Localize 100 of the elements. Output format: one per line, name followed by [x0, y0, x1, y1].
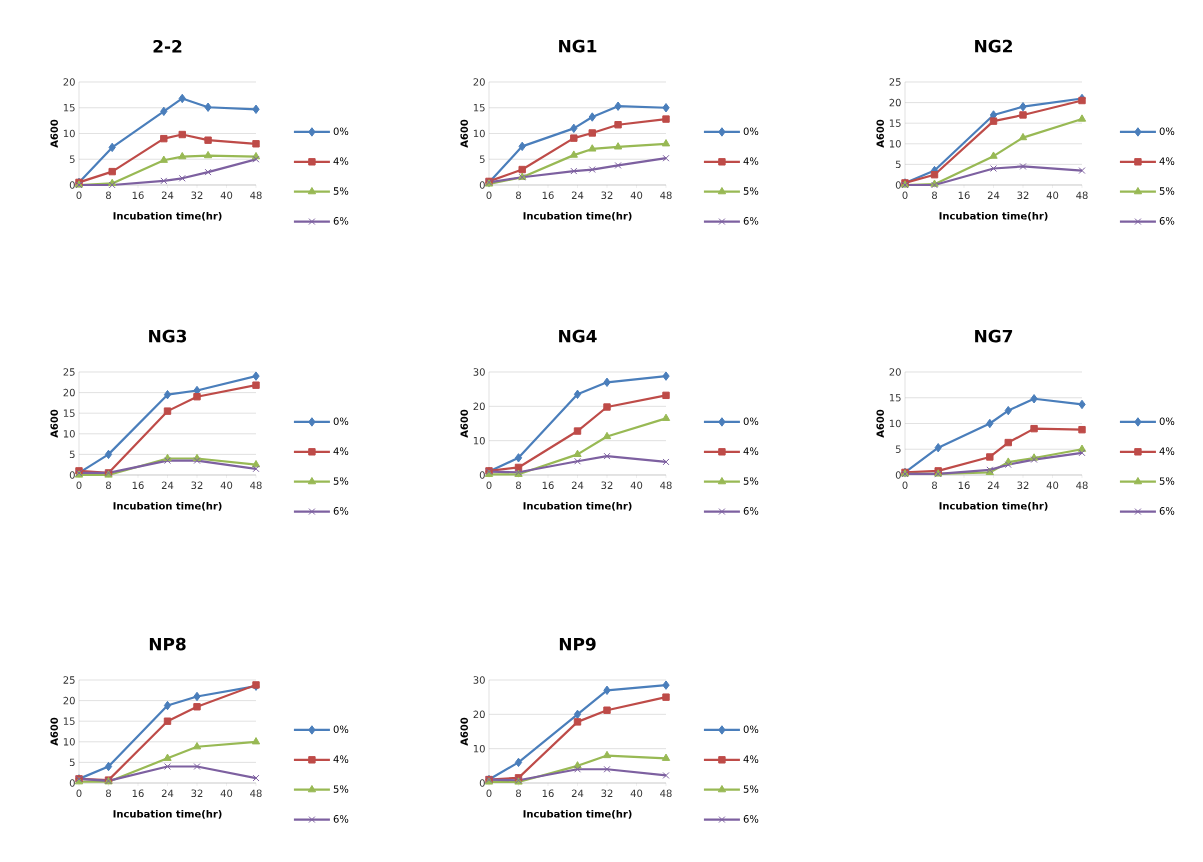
legend-label: 5% [333, 477, 349, 485]
y-tick-label: 10 [889, 419, 901, 428]
y-tick-label: 0 [479, 181, 485, 189]
legend-label: 4% [333, 157, 349, 165]
x-tick-label: 0 [486, 789, 492, 798]
y-tick-label: 5 [479, 155, 485, 163]
y-tick-label: 0 [479, 779, 485, 787]
y-tick-label: 15 [63, 409, 75, 417]
y-axis-title: A600 [50, 409, 58, 438]
y-tick-label: 10 [63, 738, 75, 746]
x-tick-label: 8 [516, 789, 521, 798]
x-tick-label: 48 [660, 481, 672, 490]
legend-label: 0% [743, 417, 759, 426]
x-tick-label: 40 [630, 481, 643, 490]
y-axis-title: A600 [460, 409, 468, 438]
x-tick-label: 16 [132, 789, 144, 798]
y-tick-label: 5 [69, 450, 75, 459]
x-tick-label: 32 [601, 481, 613, 490]
x-axis-title: Incubation time(hr) [523, 501, 632, 511]
x-tick-label: 16 [542, 789, 554, 798]
x-tick-label: 16 [132, 191, 144, 200]
y-tick-label: 10 [63, 430, 75, 438]
legend-label: 6% [1159, 507, 1175, 515]
y-axis-title: A600 [876, 119, 884, 148]
x-tick-label: 24 [987, 191, 1000, 199]
x-tick-label: 48 [250, 789, 262, 798]
x-tick-label: 8 [932, 191, 937, 200]
y-tick-label: 5 [895, 160, 901, 169]
legend-label: 0% [743, 127, 759, 136]
y-tick-label: 0 [895, 471, 901, 479]
x-tick-label: 48 [660, 191, 672, 200]
y-tick-label: 15 [63, 104, 75, 112]
x-tick-label: 0 [76, 789, 82, 798]
x-tick-label: 48 [250, 481, 262, 490]
y-axis-title: A600 [460, 717, 468, 746]
y-tick-label: 20 [473, 402, 485, 411]
x-tick-label: 8 [516, 481, 521, 490]
y-tick-label: 10 [63, 129, 75, 138]
legend-label: 6% [743, 815, 759, 823]
y-tick-label: 0 [895, 181, 901, 189]
chart-title: NG4 [559, 329, 597, 343]
x-tick-label: 24 [161, 191, 174, 199]
y-tick-label: 15 [63, 717, 75, 725]
legend-label: 5% [1159, 477, 1175, 485]
x-axis-title: Incubation time(hr) [939, 501, 1048, 511]
y-tick-label: 0 [69, 779, 75, 787]
y-axis-title: A600 [460, 119, 468, 148]
x-tick-label: 16 [542, 481, 554, 490]
legend-label: 5% [743, 785, 759, 793]
y-tick-label: 0 [69, 471, 75, 479]
y-tick-label: 10 [889, 140, 901, 148]
chart-title: NP9 [559, 637, 596, 651]
x-tick-label: 48 [1076, 191, 1088, 200]
x-axis-title: Incubation time(hr) [113, 809, 222, 819]
x-tick-label: 24 [161, 789, 174, 797]
x-tick-label: 16 [958, 191, 970, 200]
legend-label: 0% [1159, 127, 1175, 136]
legend-label: 6% [743, 507, 759, 515]
x-tick-label: 8 [106, 191, 111, 200]
legend-label: 0% [333, 725, 349, 734]
y-tick-label: 15 [473, 104, 485, 112]
x-tick-label: 16 [542, 191, 554, 200]
x-axis-title: Incubation time(hr) [113, 501, 222, 511]
x-tick-label: 40 [220, 191, 233, 200]
x-tick-label: 24 [571, 789, 584, 797]
y-axis-title: A600 [50, 717, 58, 746]
x-tick-label: 40 [630, 191, 643, 200]
x-tick-label: 8 [516, 191, 521, 200]
chart-title: NG2 [975, 39, 1012, 53]
x-tick-label: 16 [958, 481, 970, 490]
legend-label: 4% [743, 447, 759, 455]
y-tick-label: 20 [889, 98, 901, 107]
legend-label: 0% [1159, 417, 1175, 426]
legend-label: 6% [333, 507, 349, 515]
legend-label: 5% [743, 187, 759, 195]
y-tick-label: 5 [895, 445, 901, 453]
y-tick-label: 15 [889, 394, 901, 402]
x-tick-label: 40 [1046, 191, 1059, 200]
legend-label: 0% [333, 127, 349, 136]
legend-label: 4% [743, 157, 759, 165]
legend-label: 0% [743, 725, 759, 734]
y-tick-label: 25 [889, 78, 901, 86]
y-tick-label: 25 [63, 368, 75, 376]
legend-label: 0% [333, 417, 349, 426]
x-tick-label: 0 [76, 191, 82, 200]
y-tick-label: 20 [889, 368, 901, 376]
y-tick-label: 20 [473, 78, 485, 86]
x-axis-title: Incubation time(hr) [113, 211, 222, 221]
x-tick-label: 0 [486, 481, 492, 490]
y-tick-label: 20 [63, 388, 75, 397]
x-tick-label: 48 [660, 789, 672, 798]
y-tick-label: 15 [889, 119, 901, 127]
chart-title: NG7 [975, 329, 1013, 343]
legend-label: 5% [743, 477, 759, 485]
x-tick-label: 32 [601, 191, 613, 200]
x-tick-label: 0 [76, 481, 82, 490]
x-tick-label: 0 [486, 191, 492, 200]
y-tick-label: 10 [473, 129, 485, 138]
legend-label: 4% [1159, 157, 1175, 165]
x-tick-label: 0 [902, 191, 908, 200]
